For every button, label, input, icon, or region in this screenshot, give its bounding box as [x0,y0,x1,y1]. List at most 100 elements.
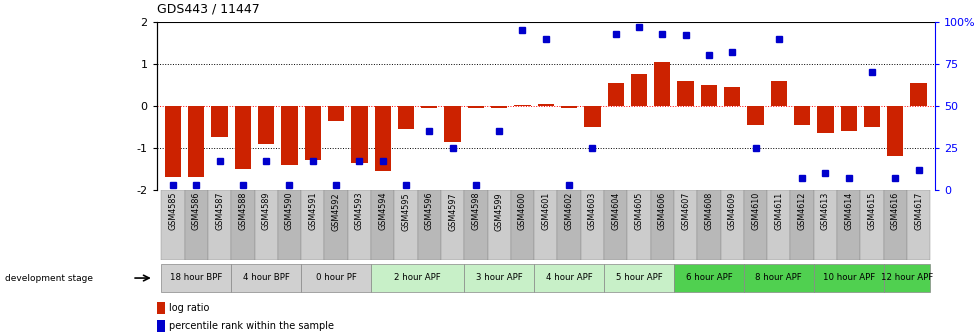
Bar [627,190,650,260]
Bar [743,190,767,260]
Bar [883,190,906,260]
Bar [673,264,743,292]
Bar [534,264,603,292]
Bar [467,106,483,108]
Bar [161,264,231,292]
Bar [886,106,903,156]
Bar [444,106,461,141]
Bar [653,62,670,106]
Bar [863,106,879,127]
Bar [156,302,165,314]
Bar [156,320,165,332]
Bar [304,106,321,161]
Bar [534,190,556,260]
Bar [836,190,860,260]
Bar [883,264,929,292]
Bar [421,106,437,108]
Text: 18 hour BPF: 18 hour BPF [170,273,222,282]
Bar [161,190,185,260]
Text: GSM4617: GSM4617 [913,192,922,230]
Text: 6 hour APF: 6 hour APF [685,273,732,282]
Text: GSM4586: GSM4586 [192,192,200,230]
Bar [188,106,204,177]
Bar [696,190,720,260]
Bar [231,264,301,292]
Text: GSM4601: GSM4601 [541,192,550,230]
Bar [789,190,813,260]
Text: GSM4613: GSM4613 [821,192,829,230]
Text: GSM4611: GSM4611 [774,192,782,230]
Text: GSM4615: GSM4615 [867,192,875,230]
Text: log ratio: log ratio [169,303,209,313]
Text: 5 hour APF: 5 hour APF [615,273,662,282]
Text: GSM4600: GSM4600 [517,192,526,230]
Text: GSM4605: GSM4605 [634,192,643,230]
Text: GSM4616: GSM4616 [890,192,899,230]
Text: GSM4588: GSM4588 [238,192,247,230]
Bar [185,190,207,260]
Bar [580,190,603,260]
Text: 2 hour APF: 2 hour APF [394,273,440,282]
Bar [301,264,371,292]
Bar [720,190,743,260]
Bar [440,190,464,260]
Bar [254,190,278,260]
Text: GSM4596: GSM4596 [424,192,433,230]
Text: GSM4606: GSM4606 [657,192,666,230]
Bar [164,106,181,177]
Bar [584,106,600,127]
Text: GSM4599: GSM4599 [494,192,503,230]
Text: GSM4610: GSM4610 [750,192,759,230]
Text: 4 hour APF: 4 hour APF [545,273,592,282]
Text: GSM4590: GSM4590 [285,192,293,230]
Bar [324,190,347,260]
Bar [231,190,254,260]
Bar [235,106,250,169]
Bar [281,106,297,165]
Text: GSM4614: GSM4614 [843,192,853,230]
Text: GSM4598: GSM4598 [470,192,480,230]
Bar [677,81,693,106]
Text: GSM4592: GSM4592 [332,192,340,230]
Bar [906,190,929,260]
Text: GSM4607: GSM4607 [681,192,689,230]
Bar [371,190,394,260]
Bar [371,264,464,292]
Bar [513,105,530,106]
Text: GSM4593: GSM4593 [354,192,364,230]
Text: GSM4608: GSM4608 [704,192,713,230]
Bar [464,190,487,260]
Bar [556,190,580,260]
Bar [511,190,534,260]
Bar [840,106,856,131]
Text: GSM4585: GSM4585 [168,192,177,230]
Bar [328,106,344,121]
Text: GSM4587: GSM4587 [215,192,224,230]
Text: 0 hour PF: 0 hour PF [315,273,356,282]
Text: GSM4609: GSM4609 [727,192,736,230]
Text: 8 hour APF: 8 hour APF [755,273,801,282]
Bar [301,190,324,260]
Text: GSM4595: GSM4595 [401,192,410,230]
Bar [767,190,789,260]
Text: development stage: development stage [5,274,93,283]
Bar [817,106,832,133]
Bar [860,190,883,260]
Bar [770,81,786,106]
Bar [211,106,228,137]
Bar [258,106,274,144]
Text: 12 hour APF: 12 hour APF [880,273,932,282]
Bar [793,106,810,125]
Bar [560,106,577,108]
Bar [724,87,739,106]
Text: 4 hour BPF: 4 hour BPF [243,273,289,282]
Bar [673,190,696,260]
Bar [278,190,301,260]
Bar [700,85,716,106]
Text: GDS443 / 11447: GDS443 / 11447 [156,2,259,15]
Bar [813,190,836,260]
Bar [746,106,763,125]
Bar [375,106,390,171]
Bar [813,264,883,292]
Text: GSM4594: GSM4594 [378,192,386,230]
